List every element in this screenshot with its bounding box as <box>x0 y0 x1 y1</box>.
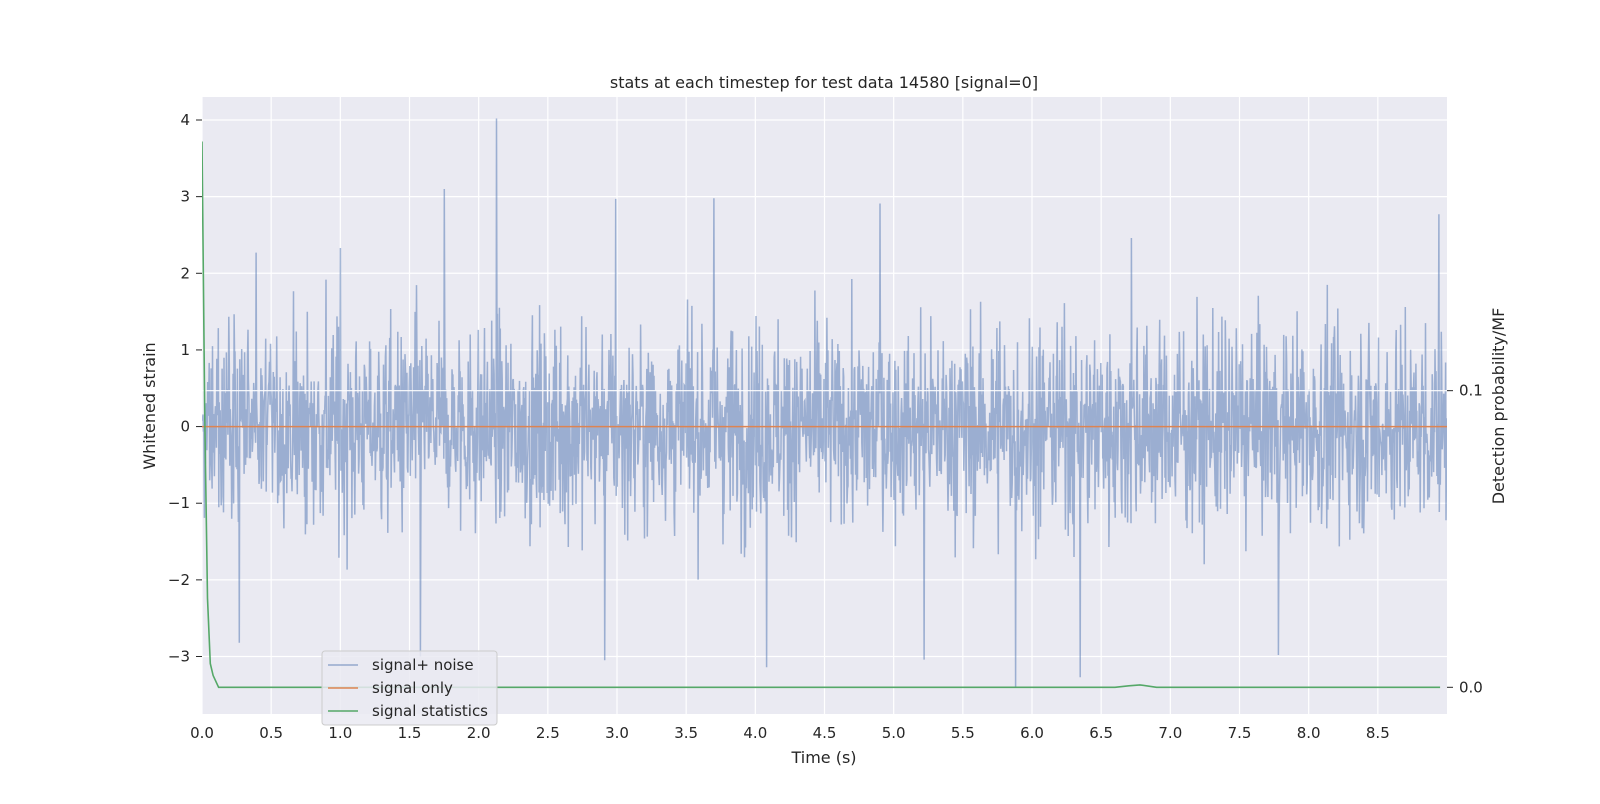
x-tick-label: 1.5 <box>398 724 422 742</box>
y2-tick-label: 0.1 <box>1459 382 1483 400</box>
series-signal-noise <box>202 118 1447 688</box>
legend-label-signal-noise: signal+ noise <box>372 656 474 674</box>
x-tick-label: 6.5 <box>1089 724 1113 742</box>
x-tick-label: 4.0 <box>743 724 767 742</box>
x-tick-label: 2.5 <box>536 724 560 742</box>
x-tick-label: 4.5 <box>813 724 837 742</box>
x-tick-label: 6.0 <box>1020 724 1044 742</box>
x-tick-label: 7.5 <box>1228 724 1252 742</box>
signal-statistics-line <box>202 141 1441 689</box>
y-tick-label: 3 <box>180 188 190 206</box>
x-tick-label: 3.5 <box>674 724 698 742</box>
x-tick-label: 0.5 <box>259 724 283 742</box>
y-tick-label: 1 <box>180 341 190 359</box>
ticks: 0.0 0.5 1.0 1.5 2.0 2.5 3.0 3.5 4.0 4.5 5.0 5.5 6.0 6… <box>168 111 1483 742</box>
y-tick-label: −2 <box>168 571 190 589</box>
x-tick-label: 8.5 <box>1366 724 1390 742</box>
x-tick-label: 5.0 <box>882 724 906 742</box>
y2-tick-label: 0.0 <box>1459 678 1483 696</box>
y-tick-label: −1 <box>168 494 190 512</box>
y-axis-label: Whitened strain <box>140 342 159 469</box>
x-tick-label: 5.5 <box>951 724 975 742</box>
x-tick-label: 1.0 <box>328 724 352 742</box>
y-tick-label: 2 <box>180 264 190 282</box>
x-tick-label: 8.0 <box>1297 724 1321 742</box>
x-axis-label: Time (s) <box>790 748 856 767</box>
x-tick-label: 3.0 <box>605 724 629 742</box>
x-tick-label: 2.0 <box>467 724 491 742</box>
x-tick-label: 0.0 <box>190 724 214 742</box>
y-tick-label: −3 <box>168 648 190 666</box>
y2-axis-label: Detection probability/MF <box>1489 308 1508 505</box>
legend-box <box>321 650 498 726</box>
legend: signal+ noise signal only signal statist… <box>321 650 498 726</box>
x-tick-label: 7.0 <box>1158 724 1182 742</box>
series-signal-statistics <box>202 141 1447 689</box>
legend-label-signal-statistics: signal statistics <box>372 702 488 720</box>
legend-label-signal-only: signal only <box>372 679 453 697</box>
signal-noise-line <box>202 118 1447 688</box>
y-tick-label: 4 <box>180 111 190 129</box>
y-tick-label: 0 <box>180 418 190 436</box>
chart-title: stats at each timestep for test data 145… <box>610 73 1038 92</box>
